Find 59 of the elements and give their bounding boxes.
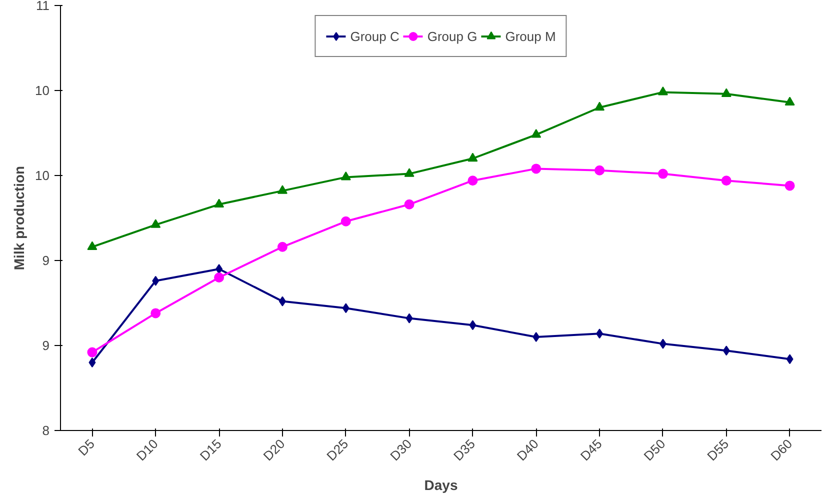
point <box>216 264 223 274</box>
point <box>596 328 604 339</box>
point <box>278 296 286 306</box>
point <box>404 199 414 210</box>
x-axis-title: Days <box>424 476 458 493</box>
point <box>468 176 478 186</box>
point <box>658 168 668 179</box>
point <box>87 347 98 358</box>
point <box>150 219 161 228</box>
x-tick-label: D5 <box>75 436 98 459</box>
point <box>404 168 414 177</box>
point <box>594 102 605 111</box>
point <box>722 346 730 356</box>
point <box>721 176 732 186</box>
point <box>659 338 666 349</box>
y-tick-label: 9 <box>42 253 50 268</box>
point <box>786 354 794 364</box>
x-tick-label: D45 <box>577 436 605 464</box>
x-tick-label: D40 <box>514 436 542 464</box>
point <box>88 358 96 368</box>
legend-label: Group G <box>427 28 478 44</box>
x-tick-label: D30 <box>387 436 415 464</box>
x-tick-label: D15 <box>196 436 224 464</box>
point <box>784 180 795 191</box>
x-tick-label: D25 <box>324 436 352 464</box>
y-tick-label: 11 <box>36 0 50 13</box>
x-tick-label: D50 <box>640 436 668 464</box>
point <box>340 216 351 226</box>
legend-label: Group M <box>505 28 556 44</box>
point <box>658 86 668 96</box>
y-tick-label: 10 <box>35 83 50 98</box>
x-tick-label: D55 <box>704 436 732 464</box>
point <box>594 165 605 176</box>
point <box>468 152 478 162</box>
point <box>342 303 350 314</box>
point <box>277 185 288 194</box>
point <box>340 172 351 180</box>
legend-label: Group C <box>350 28 400 44</box>
point <box>784 96 795 106</box>
point <box>532 332 540 342</box>
y-axis-title: Milk production <box>11 166 28 270</box>
point <box>214 272 224 282</box>
point <box>214 198 224 208</box>
point <box>150 308 161 318</box>
x-tick-label: D60 <box>768 436 796 464</box>
point <box>277 242 288 252</box>
point <box>531 129 542 138</box>
y-tick-label: 8 <box>42 423 50 438</box>
point <box>406 313 413 324</box>
x-tick-label: D20 <box>260 436 288 464</box>
point <box>531 164 542 174</box>
point <box>721 88 732 97</box>
point <box>152 276 160 286</box>
x-tick-label: D35 <box>450 436 478 464</box>
y-tick-label: 9 <box>42 338 50 353</box>
point <box>469 320 476 330</box>
y-tick-label: 10 <box>35 168 50 183</box>
x-tick-label: D10 <box>133 436 161 464</box>
point <box>87 241 98 250</box>
